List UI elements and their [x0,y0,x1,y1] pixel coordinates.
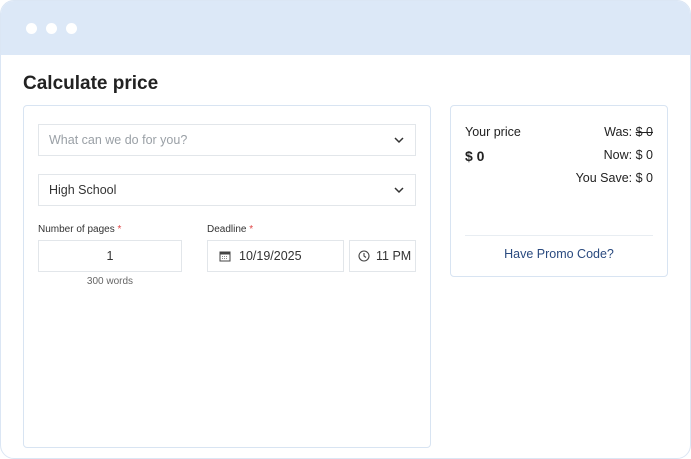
window-dot [26,23,37,34]
now-price: Now: $ 0 [603,148,653,162]
divider [465,235,653,236]
your-price-label: Your price [465,125,521,139]
deadline-time-value: 11 PM [376,249,412,263]
you-save: You Save: $ 0 [575,171,653,185]
deadline-label-text: Deadline [207,224,247,235]
required-mark: * [249,224,254,235]
was-label: Was: [604,125,633,139]
your-price-value: $ 0 [465,148,485,164]
required-mark: * [117,224,122,235]
pages-label-text: Number of pages [38,224,115,235]
words-count: 300 words [86,276,134,287]
deadline-time-select[interactable]: 11 PM [349,240,416,272]
deadline-date-value: 10/19/2025 [239,249,302,263]
price-summary-card: Your price $ 0 Was: $ 0 Now: $ 0 You Sav… [450,105,668,277]
academic-level-select[interactable]: High School [38,174,416,206]
was-price: Was: $ 0 [604,125,653,139]
academic-level-value: High School [49,183,117,197]
window-dot [46,23,57,34]
deadline-label: Deadline * [207,224,253,235]
pages-value: 1 [106,249,114,263]
window-dot [66,23,77,34]
pages-input[interactable]: 1 [38,240,182,272]
pages-label: Number of pages * [38,224,121,235]
window-titlebar [1,1,690,55]
chevron-down-icon [394,137,404,144]
promo-code-link[interactable]: Have Promo Code? [504,247,614,261]
page-title: Calculate price [23,73,159,94]
service-select[interactable]: What can we do for you? [38,124,416,156]
deadline-date-input[interactable]: 10/19/2025 [207,240,344,272]
clock-icon [358,250,370,262]
calendar-icon [219,251,231,262]
chevron-down-icon [394,187,404,194]
order-form-card: What can we do for you? High School Numb… [23,105,431,448]
service-placeholder: What can we do for you? [49,133,188,147]
was-value: $ 0 [635,125,653,139]
